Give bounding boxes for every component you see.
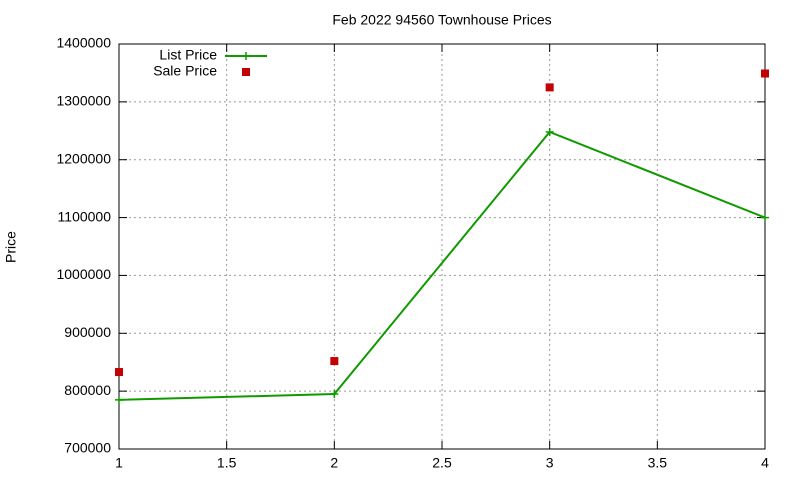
x-tick-label: 2.5 <box>432 455 452 471</box>
data-point <box>545 127 554 136</box>
data-point <box>761 69 769 78</box>
y-tick-label: 1200000 <box>56 150 111 166</box>
x-tick-label: 3.5 <box>648 455 668 471</box>
data-point <box>545 83 554 92</box>
legend-label: List Price <box>159 47 217 63</box>
legend-swatch <box>242 52 250 60</box>
series-line <box>118 130 766 401</box>
y-tick-label: 800000 <box>64 382 111 398</box>
x-tick-label: 2 <box>330 455 338 471</box>
data-point <box>330 390 339 399</box>
legend-swatch <box>242 68 250 76</box>
y-tick-label: 1400000 <box>56 35 111 51</box>
x-tick-label: 4 <box>761 455 769 471</box>
data-point <box>115 368 123 377</box>
data-point <box>330 357 339 366</box>
chart-title: Feb 2022 94560 Townhouse Prices <box>332 12 551 28</box>
legend-label: Sale Price <box>153 63 217 79</box>
y-tick-label: 1100000 <box>58 208 112 224</box>
y-axis-label: Price <box>3 231 19 263</box>
y-tick-label: 1300000 <box>56 93 111 109</box>
x-tick-label: 1 <box>115 455 123 471</box>
data-point <box>115 395 123 404</box>
y-tick-label: 1000000 <box>56 266 111 282</box>
y-tick-label: 900000 <box>64 324 111 340</box>
y-tick-label: 700000 <box>64 440 111 456</box>
plot-border <box>118 43 766 450</box>
x-tick-label: 3 <box>546 455 554 471</box>
x-tick-label: 1.5 <box>217 455 237 471</box>
data-point <box>761 213 769 222</box>
